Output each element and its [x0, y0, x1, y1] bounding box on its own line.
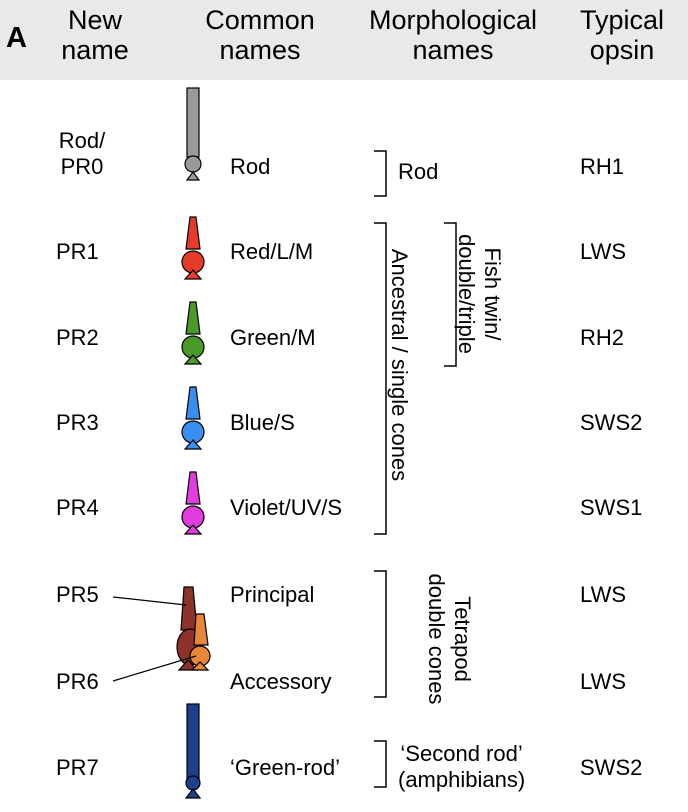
- opsin-lws-pr5: LWS: [580, 582, 627, 607]
- pr5-leader-line: [112, 596, 187, 606]
- pr6-leader-line: [112, 655, 197, 682]
- opsin-lws-pr6: LWS: [580, 669, 627, 694]
- new-name-pr5: PR5: [56, 582, 99, 607]
- new-name-pr0: Rod/ PR0: [58, 128, 106, 179]
- ancestral-single-cones-bracket: [374, 222, 387, 535]
- morph-second-rod: ‘Second rod’ (amphibians): [398, 741, 526, 792]
- tetrapod-double-cones-bracket: [374, 570, 387, 698]
- header-bar: [0, 0, 688, 80]
- common-name-blue: Blue/S: [230, 410, 295, 435]
- new-name-pr4: PR4: [56, 495, 99, 520]
- blue-cone-icon: [181, 386, 205, 450]
- common-name-green: Green/M: [230, 325, 316, 350]
- red-cone-icon: [181, 216, 205, 280]
- new-name-pr2: PR2: [56, 325, 99, 350]
- opsin-sws1: SWS1: [580, 495, 643, 520]
- header-typical-opsin: Typical opsin: [579, 5, 665, 65]
- panel-label: A: [6, 22, 27, 54]
- header-morphological-names: Morphological names: [368, 5, 538, 65]
- morph-rod: Rod: [398, 159, 439, 184]
- new-name-pr3: PR3: [56, 410, 99, 435]
- opsin-lws-pr1: LWS: [580, 239, 627, 264]
- new-name-pr1: PR1: [56, 239, 99, 264]
- new-name-pr7: PR7: [56, 755, 99, 780]
- opsin-sws2-pr7: SWS2: [580, 755, 643, 780]
- common-name-violet: Violet/UV/S: [230, 495, 343, 520]
- common-name-red: Red/L/M: [230, 239, 314, 264]
- green-rod-icon: [184, 703, 202, 799]
- opsin-sws2-pr3: SWS2: [580, 410, 643, 435]
- rod-cell-icon: [184, 87, 202, 181]
- header-new-name: New name: [61, 5, 129, 65]
- opsin-rh2: RH2: [580, 325, 625, 350]
- common-name-green-rod: ‘Green-rod’: [230, 755, 341, 780]
- green-cone-icon: [181, 301, 205, 365]
- opsin-rh1: RH1: [580, 154, 625, 179]
- common-name-accessory: Accessory: [230, 669, 332, 694]
- common-name-rod: Rod: [230, 154, 271, 179]
- violet-cone-icon: [181, 471, 205, 535]
- header-common-names: Common names: [205, 5, 315, 65]
- double-cone-icon: [176, 586, 211, 671]
- new-name-pr6: PR6: [56, 669, 99, 694]
- rod-bracket: [374, 150, 387, 197]
- common-name-principal: Principal: [230, 582, 315, 607]
- fish-twin-bracket: [444, 222, 457, 367]
- second-rod-bracket: [374, 740, 387, 788]
